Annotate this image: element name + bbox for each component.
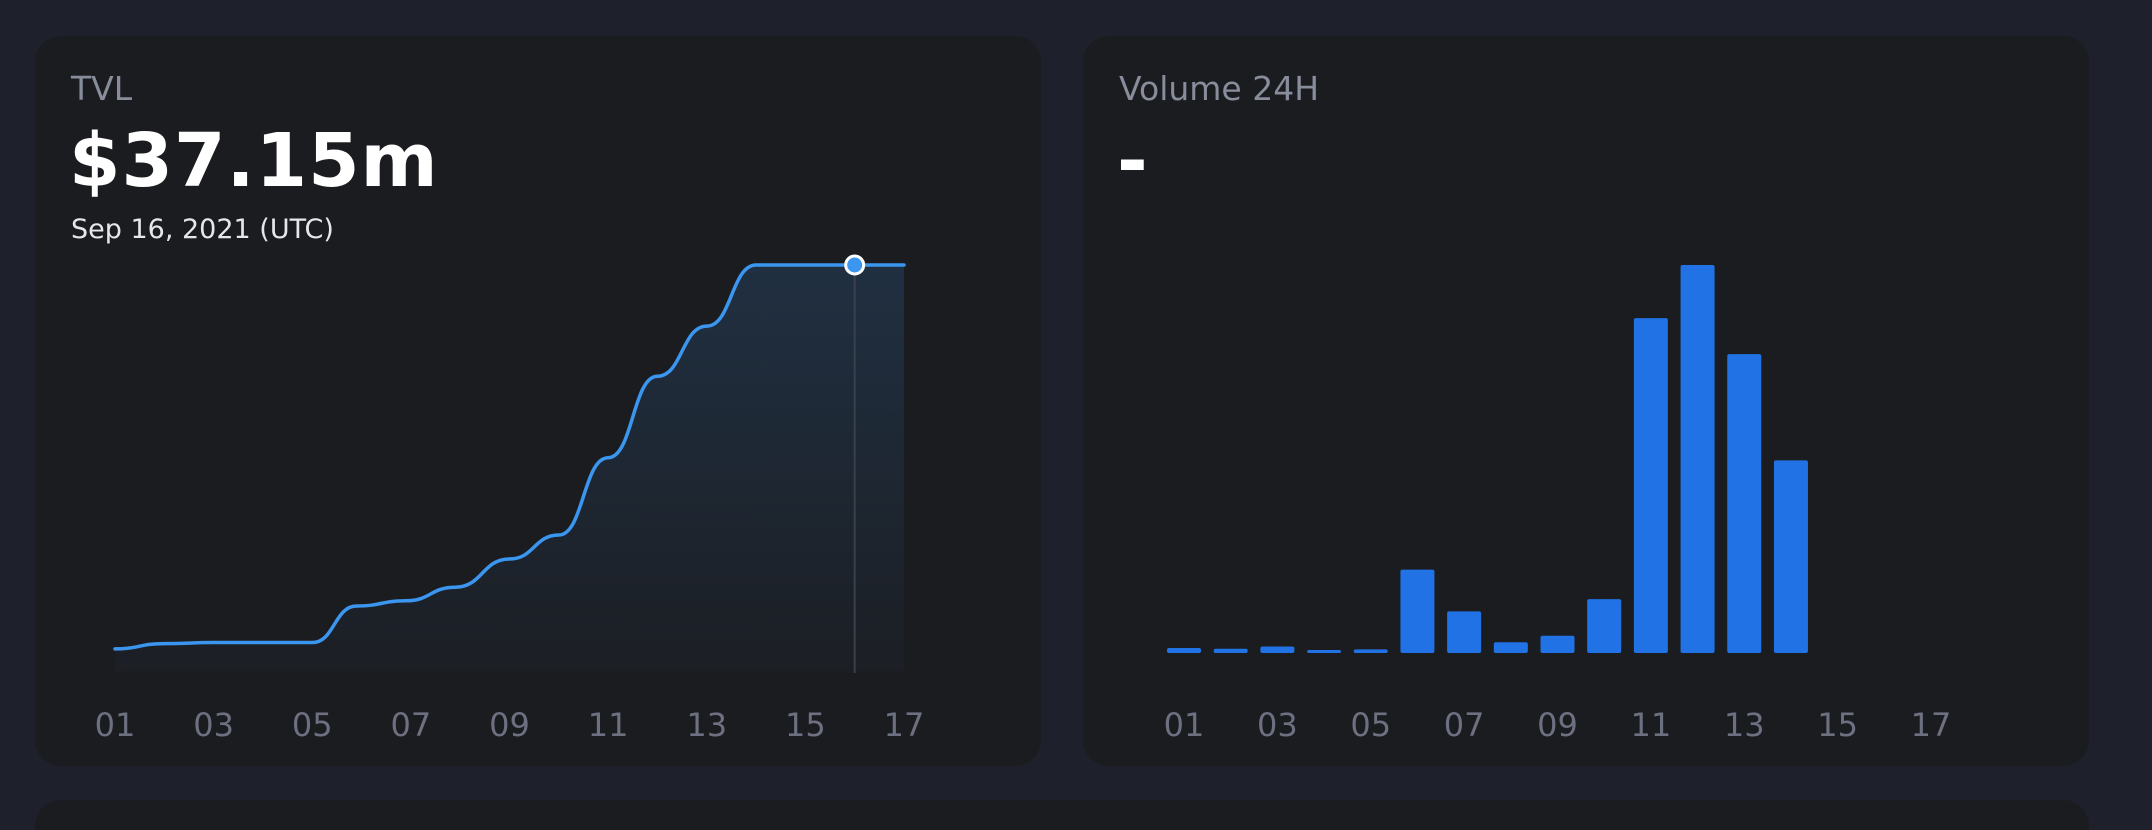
volume-x-tick: 01 <box>1164 706 1205 744</box>
tvl-value: $37.15m <box>69 118 439 204</box>
volume-x-tick: 13 <box>1724 706 1765 744</box>
volume-bar[interactable] <box>1727 354 1762 653</box>
tvl-x-tick: 05 <box>292 706 333 744</box>
tvl-date: Sep 16, 2021 (UTC) <box>71 214 334 245</box>
tvl-area-fill <box>115 265 904 673</box>
volume-x-tick: 07 <box>1444 706 1485 744</box>
volume-bar[interactable] <box>1773 460 1808 653</box>
tvl-x-tick: 13 <box>686 706 727 744</box>
tvl-x-tick: 11 <box>588 706 629 744</box>
volume-card: Volume 24H - 01 03 05 07 09 11 13 15 17 <box>1083 36 2089 766</box>
volume-x-tick: 05 <box>1350 706 1391 744</box>
volume-bar[interactable] <box>1213 648 1248 653</box>
tvl-area-chart[interactable]: 01 03 05 07 09 11 13 15 17 <box>35 36 1041 766</box>
tvl-x-tick: 15 <box>785 706 826 744</box>
volume-bar[interactable] <box>1260 646 1295 653</box>
volume-bar[interactable] <box>1400 569 1435 653</box>
tvl-series-line <box>113 263 906 651</box>
next-panel-edge <box>35 800 2089 830</box>
volume-bar[interactable] <box>1167 647 1201 653</box>
volume-x-tick: 17 <box>1911 706 1952 744</box>
tvl-x-tick: 09 <box>489 706 530 744</box>
volume-bar[interactable] <box>1540 635 1575 653</box>
tvl-x-tick: 03 <box>193 706 234 744</box>
volume-bar-chart[interactable]: 01 03 05 07 09 11 13 15 17 <box>1083 36 2089 766</box>
tvl-x-tick: 01 <box>95 706 136 744</box>
volume-bar[interactable] <box>1587 599 1622 653</box>
volume-bar[interactable] <box>1680 265 1715 653</box>
volume-x-tick: 11 <box>1631 706 1672 744</box>
volume-bar[interactable] <box>1633 318 1668 653</box>
volume-bar[interactable] <box>1493 642 1528 653</box>
tvl-card: TVL $37.15m Sep 16, 2021 (UTC) 01 03 05 07 0… <box>35 36 1041 766</box>
volume-bar[interactable] <box>1307 650 1342 653</box>
tvl-x-tick: 17 <box>884 706 925 744</box>
volume-value: - <box>1117 118 1149 204</box>
tvl-active-point[interactable] <box>844 254 866 276</box>
tvl-x-tick: 07 <box>391 706 432 744</box>
volume-x-tick: 15 <box>1817 706 1858 744</box>
volume-x-tick: 03 <box>1257 706 1298 744</box>
volume-label: Volume 24H <box>1119 69 1320 108</box>
volume-bar[interactable] <box>1447 611 1482 653</box>
volume-x-tick: 09 <box>1537 706 1578 744</box>
tvl-label: TVL <box>71 69 133 108</box>
volume-bar[interactable] <box>1353 649 1388 653</box>
